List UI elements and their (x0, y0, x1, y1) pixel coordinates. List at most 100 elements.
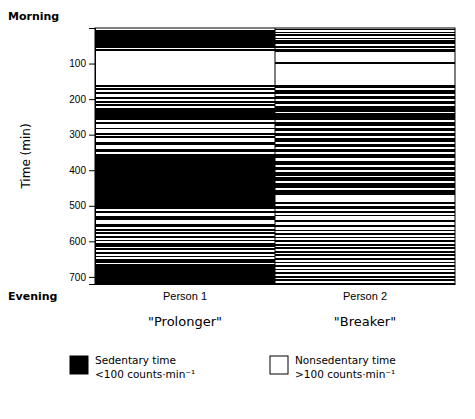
tick: 500 (69, 200, 95, 211)
legend: Sedentary time<100 counts·min⁻¹ Nonsedent… (70, 354, 396, 379)
segment (275, 211, 455, 213)
segment (275, 225, 455, 227)
segment (275, 36, 455, 37)
segment (95, 30, 275, 48)
segment (275, 34, 455, 36)
plot: 100200300400500600700Person 1Person 2"Pr… (69, 28, 455, 329)
tick-label: 400 (69, 165, 86, 176)
segment (95, 252, 275, 254)
axis-line (89, 29, 96, 285)
segment (275, 170, 455, 172)
segment (95, 243, 275, 247)
segment (275, 90, 455, 94)
segment (95, 122, 275, 124)
segment (275, 154, 455, 158)
tick-label: 600 (69, 236, 86, 247)
segment (275, 104, 455, 106)
axis-title: Time (min) (19, 123, 33, 189)
segment (95, 234, 275, 236)
segment (95, 48, 275, 50)
x-axis: Person 1 Person 2 (96, 285, 456, 302)
segment (95, 256, 275, 258)
segment (275, 209, 455, 211)
tick-mark (89, 241, 95, 242)
segment (95, 232, 275, 234)
segment (275, 128, 455, 132)
segment (95, 257, 275, 259)
segment (275, 215, 455, 217)
segment (95, 152, 275, 154)
chart: 100200300400500600700Person 1Person 2"Pr… (0, 0, 475, 419)
segment (275, 206, 455, 210)
legend-item: Nonsedentary time>100 counts·min⁻¹ (270, 354, 396, 379)
y-axis: 100200300400500600700 (69, 29, 95, 285)
segment (95, 138, 275, 142)
segment (275, 136, 455, 138)
segment (95, 88, 275, 90)
segment (275, 126, 455, 128)
segment (275, 188, 455, 190)
segment (275, 158, 455, 162)
segment (275, 213, 455, 215)
segment (275, 49, 455, 52)
segment (95, 101, 275, 103)
segment (275, 244, 455, 246)
segment (95, 154, 275, 209)
tick-mark (89, 135, 95, 136)
annotation: "Prolonger" (148, 314, 222, 329)
segment (275, 32, 455, 34)
segment (275, 30, 455, 31)
tick: 700 (69, 272, 95, 283)
segment (95, 231, 275, 233)
segment (275, 272, 455, 274)
segment (275, 278, 455, 280)
segment (275, 62, 455, 64)
annotation: Evening (8, 290, 57, 303)
segment (275, 279, 455, 281)
segment (95, 224, 275, 228)
segment (95, 240, 275, 242)
segment (275, 227, 455, 229)
segment (275, 38, 455, 40)
segment (275, 267, 455, 269)
segment (275, 122, 455, 126)
tick: Person 2 (343, 290, 387, 302)
segment (275, 251, 455, 253)
segment (275, 233, 455, 235)
axis-line (96, 284, 456, 285)
segment (95, 103, 275, 105)
segment (275, 152, 455, 154)
segment (95, 135, 275, 137)
segment (275, 254, 455, 256)
segment (275, 165, 455, 167)
legend-item: Sedentary time<100 counts·min⁻¹ (70, 354, 195, 379)
tick-mark (89, 277, 95, 278)
segment (275, 44, 455, 46)
segment (95, 97, 275, 99)
segment (275, 149, 455, 153)
segment (275, 39, 455, 40)
segment (275, 167, 455, 171)
segment (95, 142, 275, 146)
segment (275, 161, 455, 165)
segment (95, 85, 275, 87)
segment (95, 49, 275, 51)
segment (95, 259, 275, 263)
segment (275, 263, 455, 265)
segment (275, 144, 455, 148)
segment (275, 142, 455, 144)
segment (95, 264, 275, 284)
segment (275, 183, 455, 188)
segment (275, 52, 455, 62)
segment (95, 227, 275, 229)
tick-mark (89, 170, 95, 171)
legend-swatch (70, 356, 88, 374)
tick: Person 1 (163, 290, 207, 302)
segment (275, 113, 455, 120)
segment (275, 237, 455, 239)
segment (95, 211, 275, 213)
tick: 300 (69, 129, 95, 140)
segment (275, 101, 455, 105)
segments (95, 28, 455, 284)
segment (95, 213, 275, 217)
